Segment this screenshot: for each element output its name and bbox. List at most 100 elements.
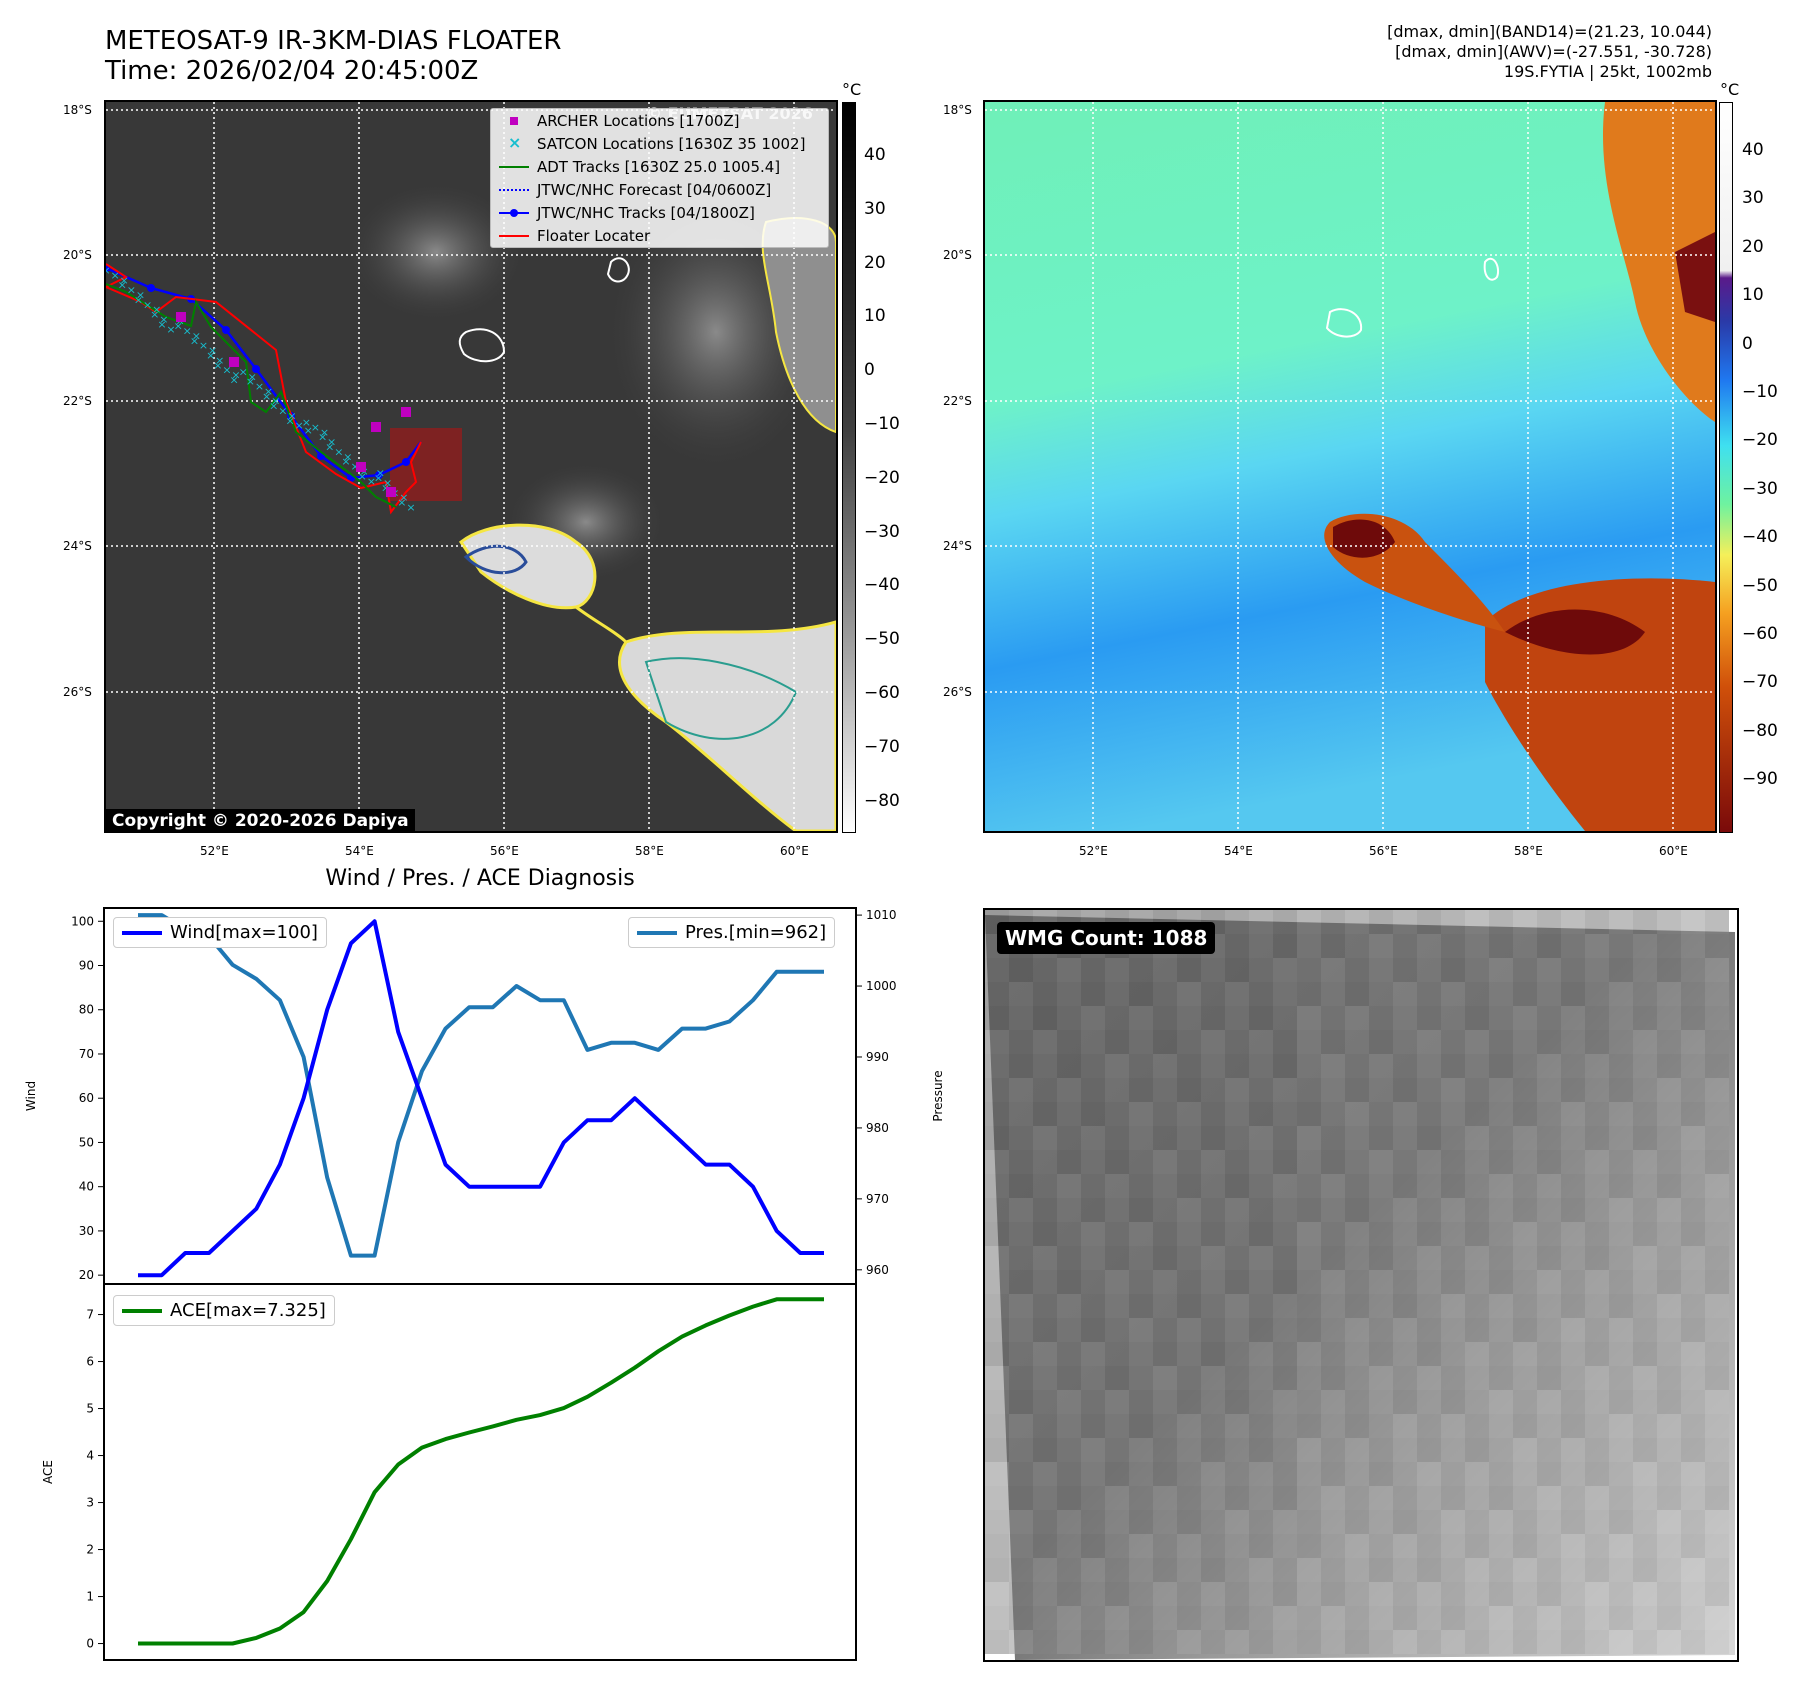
wmg-tile — [985, 1270, 1009, 1294]
wmg-tile — [1441, 934, 1465, 958]
copyright-label: Copyright © 2020-2026 Dapiya — [106, 809, 415, 831]
wmg-tile — [1033, 1006, 1057, 1030]
wmg-tile — [1033, 1342, 1057, 1366]
wmg-tile — [1033, 1438, 1057, 1462]
wmg-tile — [1585, 1222, 1609, 1246]
wind-legend: Wind[max=100] — [113, 917, 327, 948]
wmg-tile — [1369, 1102, 1393, 1126]
wmg-tile — [1393, 1582, 1417, 1606]
wmg-tile — [1249, 1510, 1273, 1534]
wmg-tile — [1609, 1558, 1633, 1582]
wmg-tile — [1513, 1054, 1537, 1078]
wmg-tile — [1657, 1510, 1681, 1534]
wmg-tile — [1489, 1462, 1513, 1486]
wmg-tile — [1705, 1390, 1729, 1414]
wmg-tile — [1633, 1390, 1657, 1414]
wmg-tile — [1513, 1438, 1537, 1462]
wmg-tile — [1153, 1534, 1177, 1558]
colorbar-tick-label: −70 — [864, 736, 900, 757]
wmg-tile — [1273, 934, 1297, 958]
wmg-tile — [1369, 1390, 1393, 1414]
wmg-tile — [1561, 1582, 1585, 1606]
wmg-tile — [1345, 910, 1369, 934]
satcon-mark: × — [120, 274, 129, 287]
wmg-tile — [1585, 934, 1609, 958]
map-legend-label: JTWC/NHC Forecast [04/0600Z] — [537, 180, 772, 199]
wmg-tile — [1249, 1198, 1273, 1222]
wmg-tile — [1249, 1174, 1273, 1198]
wmg-tile — [1417, 1486, 1441, 1510]
satcon-mark: × — [397, 496, 406, 509]
wmg-tile — [1273, 1150, 1297, 1174]
satcon-mark: × — [192, 329, 201, 342]
wmg-tile — [985, 1366, 1009, 1390]
wmg-tile — [1297, 1222, 1321, 1246]
wmg-tile — [1297, 1294, 1321, 1318]
wmg-tile — [1249, 1150, 1273, 1174]
ir-colorbar-ticks: 40 30 20 10 0 −10 −20 −30 −40 −50 −60 −70 −80 — [860, 102, 920, 833]
wmg-tile — [1441, 1390, 1465, 1414]
satcon-mark: × — [295, 419, 304, 432]
wmg-tile — [1297, 1534, 1321, 1558]
satcon-mark: × — [157, 318, 166, 331]
wmg-tile — [1129, 1126, 1153, 1150]
wmg-tile — [1081, 1366, 1105, 1390]
wmg-tile — [1489, 910, 1513, 934]
wmg-tile — [1033, 1222, 1057, 1246]
wmg-tile — [1345, 1174, 1369, 1198]
wmg-tile — [1585, 1414, 1609, 1438]
wmg-tile — [1681, 910, 1705, 934]
wmg-tile — [1537, 1462, 1561, 1486]
wmg-tile — [1537, 958, 1561, 982]
wmg-tile — [1177, 1246, 1201, 1270]
wmg-tile — [1609, 1078, 1633, 1102]
wmg-tile — [1081, 1318, 1105, 1342]
diagnosis-title: Wind / Pres. / ACE Diagnosis — [325, 866, 635, 891]
ir-colorbar-unit: °C — [842, 80, 862, 99]
wmg-tile — [1201, 958, 1225, 982]
wmg-tile — [1057, 1174, 1081, 1198]
ace-legend-swatch — [122, 1308, 162, 1313]
wmg-tile — [1105, 1390, 1129, 1414]
wmg-tile — [1225, 934, 1249, 958]
wmg-tile — [1273, 1486, 1297, 1510]
colorbar-tick-label: 0 — [864, 360, 875, 381]
wmg-tile — [1225, 958, 1249, 982]
wmg-tile — [1225, 1630, 1249, 1654]
wmg-tile — [1705, 1630, 1729, 1654]
satcon-mark: × — [199, 339, 208, 352]
wmg-tile — [1681, 1174, 1705, 1198]
wmg-tile — [1465, 1318, 1489, 1342]
wmg-tile — [1177, 1078, 1201, 1102]
wmg-tile — [1249, 1006, 1273, 1030]
wmg-tile — [1633, 1270, 1657, 1294]
wmg-tile — [1129, 1294, 1153, 1318]
wmg-tile — [1249, 1462, 1273, 1486]
wmg-tile — [1705, 982, 1729, 1006]
wmg-tile — [1537, 1030, 1561, 1054]
awv-map-canvas — [985, 102, 1715, 831]
wmg-tile — [1297, 934, 1321, 958]
wmg-tile — [1441, 1342, 1465, 1366]
wmg-tile — [1537, 1366, 1561, 1390]
wmg-tile — [1345, 1150, 1369, 1174]
wmg-tile — [1129, 1222, 1153, 1246]
wmg-tile — [1609, 1366, 1633, 1390]
wmg-tile — [1681, 1510, 1705, 1534]
wmg-tile — [1537, 1006, 1561, 1030]
wmg-tile — [1417, 1174, 1441, 1198]
wmg-tile — [1297, 1414, 1321, 1438]
wmg-tile — [1369, 1486, 1393, 1510]
wmg-tile — [1225, 1366, 1249, 1390]
map-legend-item: ARCHER Locations [1700Z] — [491, 109, 828, 132]
y-tick-label: 70 — [79, 1047, 94, 1061]
wmg-tile — [1297, 910, 1321, 934]
wmg-tile — [1585, 1318, 1609, 1342]
wmg-tile — [1585, 1054, 1609, 1078]
wmg-tile — [1225, 1438, 1249, 1462]
wmg-tile — [1105, 1150, 1129, 1174]
wmg-tile — [1705, 1510, 1729, 1534]
wmg-tile — [1705, 1294, 1729, 1318]
wmg-tile — [1513, 1558, 1537, 1582]
wind-series — [138, 919, 824, 1278]
